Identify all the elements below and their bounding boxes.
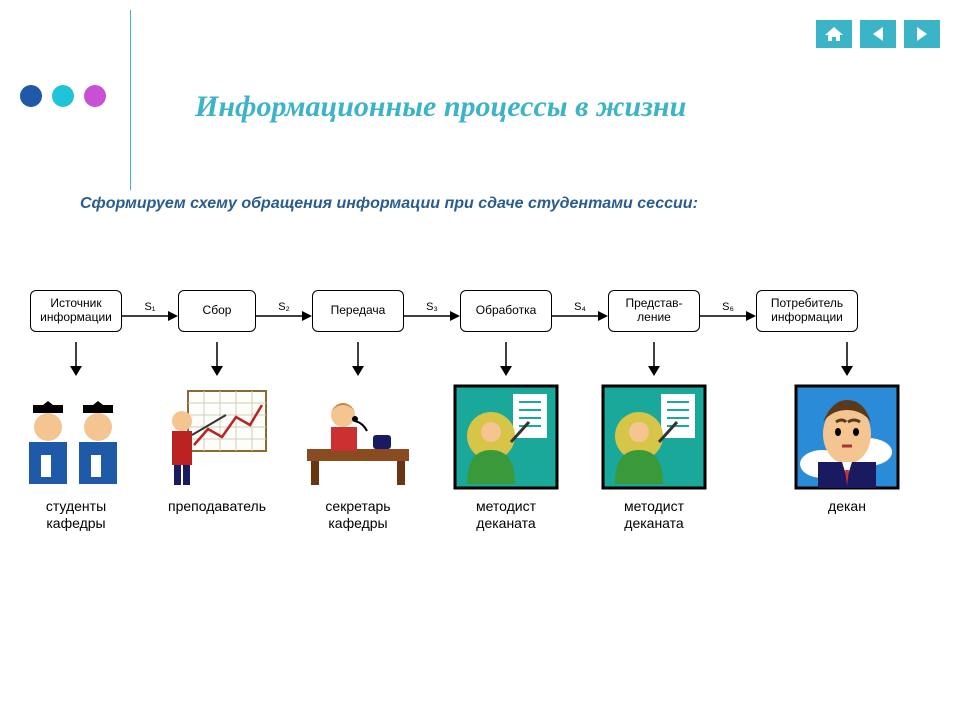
flow-arrow: S₄ xyxy=(552,301,608,321)
flow-node-collect: Сбор xyxy=(178,290,256,332)
methodist-icon xyxy=(449,382,564,492)
teacher-icon xyxy=(160,382,275,492)
dean-icon xyxy=(790,382,905,492)
flow-arrow: S₆ xyxy=(700,301,756,321)
illustration-caption: секретарькафедры xyxy=(325,498,390,532)
flow-arrow: S₃ xyxy=(404,301,460,321)
accent-dots xyxy=(20,85,106,107)
nav-home-button[interactable] xyxy=(816,20,852,48)
home-icon xyxy=(825,27,843,41)
nav-prev-button[interactable] xyxy=(860,20,896,48)
flow-node-present: Представ-ление xyxy=(608,290,700,332)
down-arrow-icon xyxy=(841,342,853,376)
flow-arrow: S₁ xyxy=(122,301,178,321)
accent-vertical-line xyxy=(130,10,131,190)
flow-node-transfer: Передача xyxy=(312,290,404,332)
nav-next-button[interactable] xyxy=(904,20,940,48)
down-arrow-icon xyxy=(500,342,512,376)
accent-dot xyxy=(20,85,42,107)
illustration-caption: методистдеканата xyxy=(624,498,684,532)
down-arrow-icon xyxy=(352,342,364,376)
illustration-dean: декан xyxy=(787,342,907,515)
page-title: Информационные процессы в жизни xyxy=(195,90,686,124)
page-subtitle: Сформируем схему обращения информации пр… xyxy=(80,195,900,213)
prev-icon xyxy=(871,27,885,41)
students-icon xyxy=(19,382,134,492)
illustration-caption: преподаватель xyxy=(168,498,266,515)
flow-node-consumer: Потребительинформации xyxy=(756,290,858,332)
down-arrow-icon xyxy=(648,342,660,376)
down-arrow-icon xyxy=(70,342,82,376)
process-diagram: ИсточникинформацииS₁СборS₂ПередачаS₃Обра… xyxy=(30,290,930,562)
illustration-methodist: методистдеканата xyxy=(594,342,714,532)
illustration-caption: декан xyxy=(828,498,866,515)
flow-arrow: S₂ xyxy=(256,301,312,321)
next-icon xyxy=(915,27,929,41)
down-arrow-icon xyxy=(211,342,223,376)
illustration-teacher: преподаватель xyxy=(157,342,277,515)
illustration-caption: методистдеканата xyxy=(476,498,536,532)
nav-buttons xyxy=(816,20,940,48)
flow-node-process: Обработка xyxy=(460,290,552,332)
illustration-row: студентыкафедры преподаватель секретарькаф… xyxy=(30,342,930,562)
illustration-caption: студентыкафедры xyxy=(46,498,106,532)
secretary-icon xyxy=(301,382,416,492)
accent-dot xyxy=(84,85,106,107)
illustration-students: студентыкафедры xyxy=(16,342,136,532)
illustration-methodist: методистдеканата xyxy=(446,342,566,532)
flow-node-source: Источникинформации xyxy=(30,290,122,332)
accent-dot xyxy=(52,85,74,107)
illustration-secretary: секретарькафедры xyxy=(298,342,418,532)
methodist-icon xyxy=(597,382,712,492)
flow-row: ИсточникинформацииS₁СборS₂ПередачаS₃Обра… xyxy=(30,290,930,332)
